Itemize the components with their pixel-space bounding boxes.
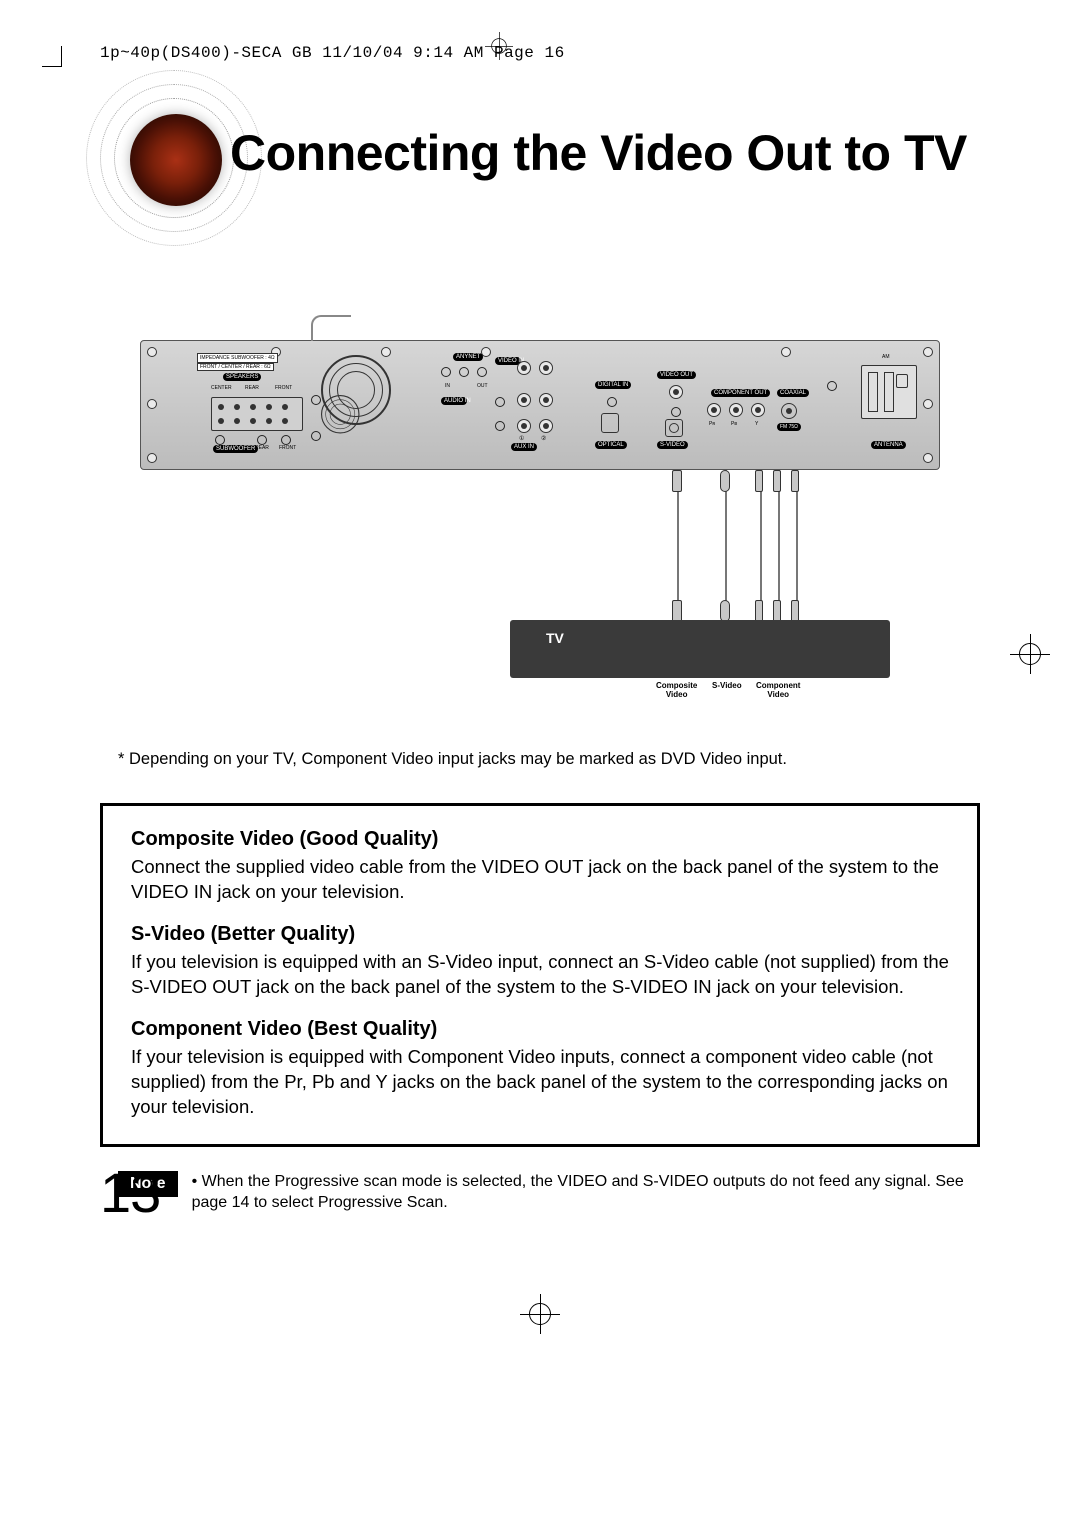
header-target-mark (485, 32, 513, 60)
component-text: If your television is equipped with Comp… (131, 1045, 949, 1120)
y-jack (751, 403, 765, 417)
video-out-label: VIDEO OUT (657, 371, 696, 379)
title-row: Connecting the Video Out to TV (100, 100, 980, 250)
optical-label: OPTICAL (595, 441, 627, 449)
svideo-conn-label: S-Video (712, 682, 742, 691)
tv-box (510, 620, 890, 678)
composite-conn-label: Composite Video (656, 682, 697, 700)
impedance-label: IMPEDANCE SUBWOOFER : 4Ω (197, 353, 278, 363)
svideo-jack (665, 419, 683, 437)
aux2-label: ② (541, 435, 546, 442)
front-label: FRONT (275, 385, 292, 391)
in-label: IN (445, 383, 450, 389)
anynet-label: ANYNET (453, 353, 483, 361)
composite-heading: Composite Video (Good Quality) (131, 828, 949, 851)
aux-in-label: AUX IN (511, 443, 537, 451)
crop-mark-mid-right (1016, 640, 1044, 668)
asterisk-note: * Depending on your TV, Component Video … (100, 750, 980, 769)
svideo-label: S-VIDEO (657, 441, 688, 449)
page-title: Connecting the Video Out to TV (230, 124, 967, 182)
svideo-heading: S-Video (Better Quality) (131, 923, 949, 946)
svideo-text: If you television is equipped with an S-… (131, 950, 949, 1000)
optical-jack (601, 413, 619, 433)
composite-text: Connect the supplied video cable from th… (131, 855, 949, 905)
y-label: Y (755, 421, 758, 427)
antenna-label: ANTENNA (871, 441, 906, 449)
rear-label: REAR (245, 385, 259, 391)
antenna-terminal (861, 365, 917, 419)
crop-mark-bottom-mid (526, 1300, 554, 1328)
pr-jack (707, 403, 721, 417)
coaxial-label: COAXIAL (777, 389, 809, 397)
device-back-panel: IMPEDANCE SUBWOOFER : 4Ω FRONT / CENTER … (140, 340, 940, 470)
tv-label: TV (546, 630, 564, 646)
speaker-terminals (211, 397, 303, 431)
center-label: CENTER (211, 385, 232, 391)
fan-small-icon (321, 395, 360, 434)
rear-label-2: REAR (255, 445, 269, 451)
connection-diagram: IMPEDANCE SUBWOOFER : 4Ω FRONT / CENTER … (100, 320, 980, 740)
info-box: Composite Video (Good Quality) Connect t… (100, 803, 980, 1147)
fm-label: FM 75Ω (777, 423, 801, 431)
coaxial-jack (781, 403, 797, 419)
component-conn-label: Component Video (756, 682, 800, 700)
impedance-label-2: FRONT / CENTER / REAR : 6Ω (197, 363, 274, 371)
am-label: AM (879, 353, 893, 361)
page-content: Connecting the Video Out to TV IMPEDANCE… (100, 100, 980, 1214)
component-heading: Component Video (Best Quality) (131, 1018, 949, 1041)
pr-label: Pʀ (709, 421, 715, 427)
component-out-label: COMPONENT OUT (711, 389, 770, 397)
speaker-cone-icon (130, 114, 222, 206)
crop-mark-top-left (36, 46, 62, 72)
out-label: OUT (477, 383, 488, 389)
video-out-jack (669, 385, 683, 399)
aux1-label: ① (519, 435, 524, 442)
digital-in-label: DIGITAL IN (595, 381, 631, 389)
page-number: 13 (100, 1160, 160, 1225)
speakers-label: SPEAKERS (223, 373, 261, 381)
subwoofer-label: SUBWOOFER (213, 445, 258, 453)
pb-label: Pʙ (731, 421, 737, 427)
front-label-2: FRONT (279, 445, 296, 451)
audio-in-label: AUDIO IN (441, 397, 467, 405)
note-text: • When the Progressive scan mode is sele… (192, 1171, 980, 1214)
note-row: Note • When the Progressive scan mode is… (100, 1171, 980, 1214)
pb-jack (729, 403, 743, 417)
